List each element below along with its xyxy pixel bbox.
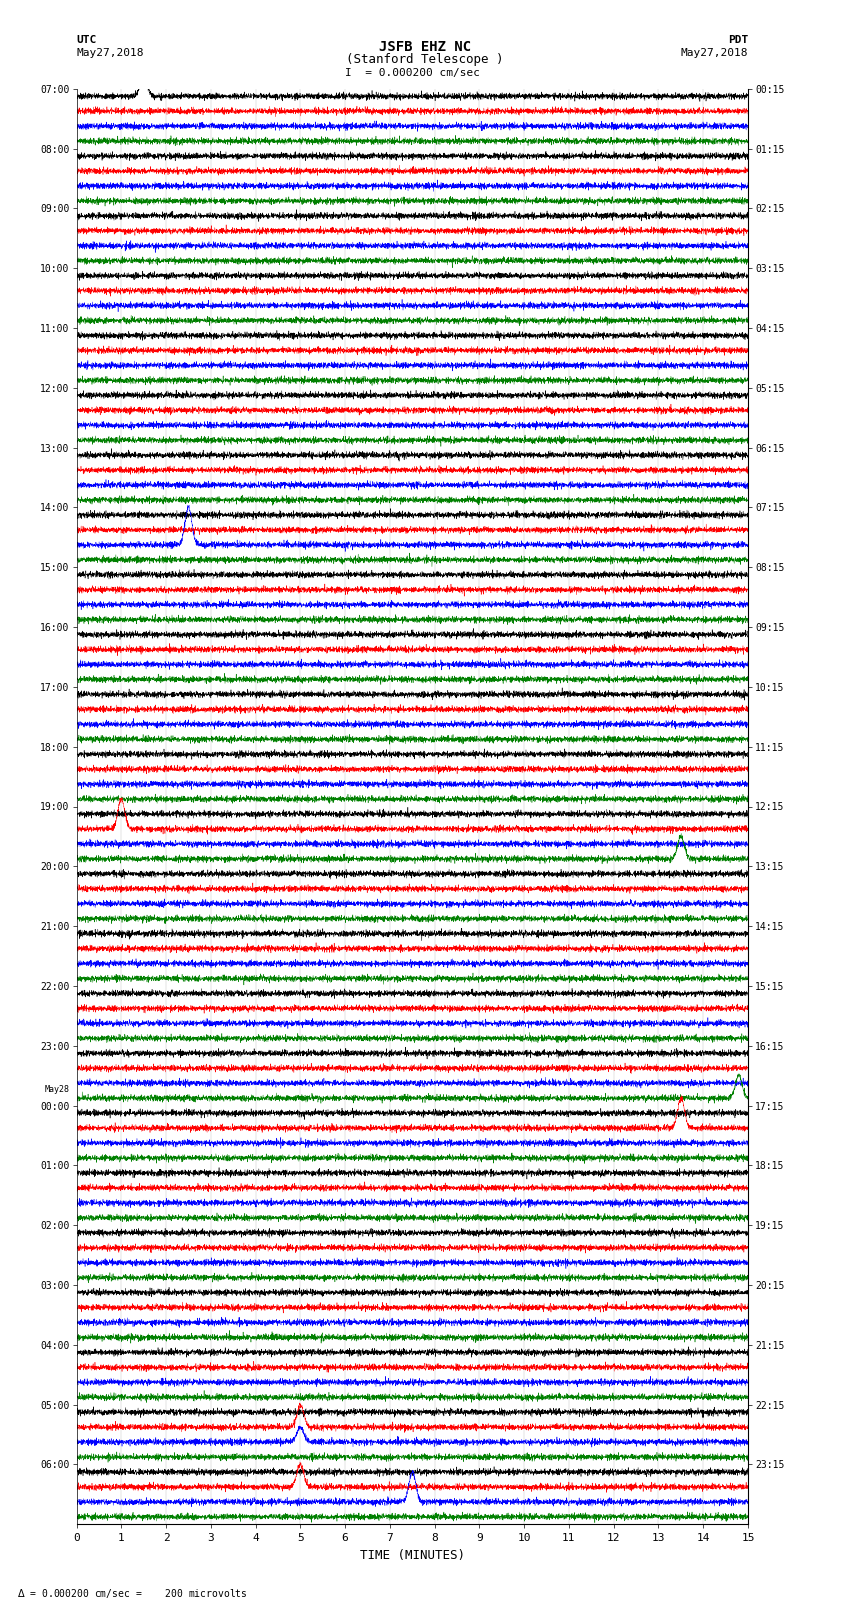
- Text: JSFB EHZ NC: JSFB EHZ NC: [379, 40, 471, 55]
- Text: PDT: PDT: [728, 35, 748, 45]
- X-axis label: TIME (MINUTES): TIME (MINUTES): [360, 1548, 465, 1561]
- Text: $\Delta$ = 0.000200 cm/sec =    200 microvolts: $\Delta$ = 0.000200 cm/sec = 200 microvo…: [17, 1587, 247, 1600]
- Text: May27,2018: May27,2018: [681, 48, 748, 58]
- Text: (Stanford Telescope ): (Stanford Telescope ): [346, 53, 504, 66]
- Text: I  = 0.000200 cm/sec: I = 0.000200 cm/sec: [345, 68, 479, 77]
- Text: May27,2018: May27,2018: [76, 48, 144, 58]
- Text: May28: May28: [44, 1086, 70, 1095]
- Text: UTC: UTC: [76, 35, 97, 45]
